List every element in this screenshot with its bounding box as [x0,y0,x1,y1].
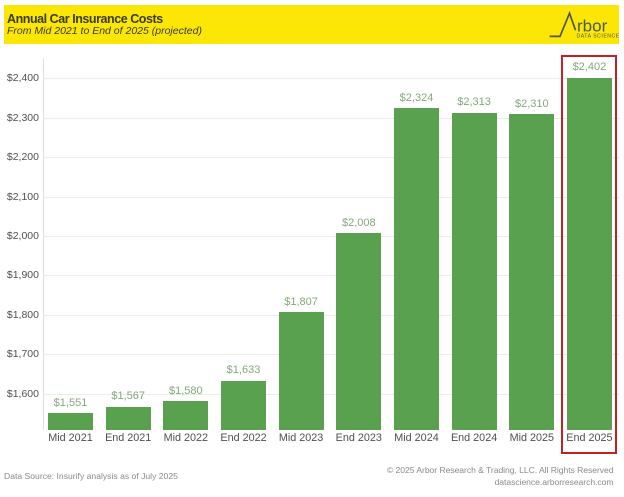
svg-text:rbor: rbor [577,17,608,36]
svg-text:DATA SCIENCE: DATA SCIENCE [577,33,620,39]
